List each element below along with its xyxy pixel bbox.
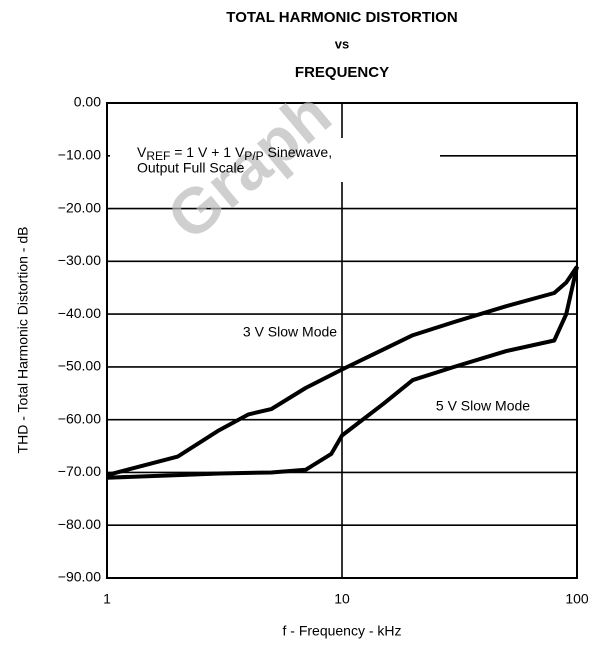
y-axis-label: THD - Total Harmonic Distortion - dB [15, 227, 31, 454]
y-tick-label: −40.00 [58, 305, 101, 321]
y-tick-label: −90.00 [58, 569, 101, 585]
annotation: Output Full Scale [137, 160, 245, 176]
y-tick-label: −80.00 [58, 516, 101, 532]
chart-title: FREQUENCY [295, 64, 389, 81]
annotation-part: REF [146, 149, 170, 163]
x-tick-label: 10 [334, 591, 350, 607]
annotation-part: V [137, 144, 147, 160]
y-tick-label: −20.00 [58, 199, 101, 215]
chart-title: TOTAL HARMONIC DISTORTION [226, 9, 457, 26]
y-tick-label: −30.00 [58, 252, 101, 268]
annotation-part: = 1 V + 1 V [170, 144, 245, 160]
series-label: 3 V Slow Mode [243, 324, 337, 340]
x-axis-label: f - Frequency - kHz [282, 623, 401, 639]
y-tick-label: −60.00 [58, 410, 101, 426]
y-tick-label: −50.00 [58, 358, 101, 374]
y-tick-label: −10.00 [58, 146, 101, 162]
series-label: 5 V Slow Mode [436, 398, 530, 414]
y-tick-label: −70.00 [58, 463, 101, 479]
grid [106, 102, 578, 579]
x-tick-label: 100 [565, 591, 589, 607]
annotation: VREF = 1 V + 1 VP/P Sinewave, [137, 144, 332, 163]
x-tick-label: 1 [103, 591, 111, 607]
annotation-background [110, 138, 440, 182]
series-line [106, 266, 579, 480]
plot-frame [106, 102, 578, 579]
chart-title: vs [335, 36, 349, 51]
series-line [106, 265, 579, 478]
y-tick-label: 0.00 [74, 94, 101, 110]
annotation-part: P/P [244, 149, 263, 163]
annotation-part: Sinewave, [264, 144, 332, 160]
